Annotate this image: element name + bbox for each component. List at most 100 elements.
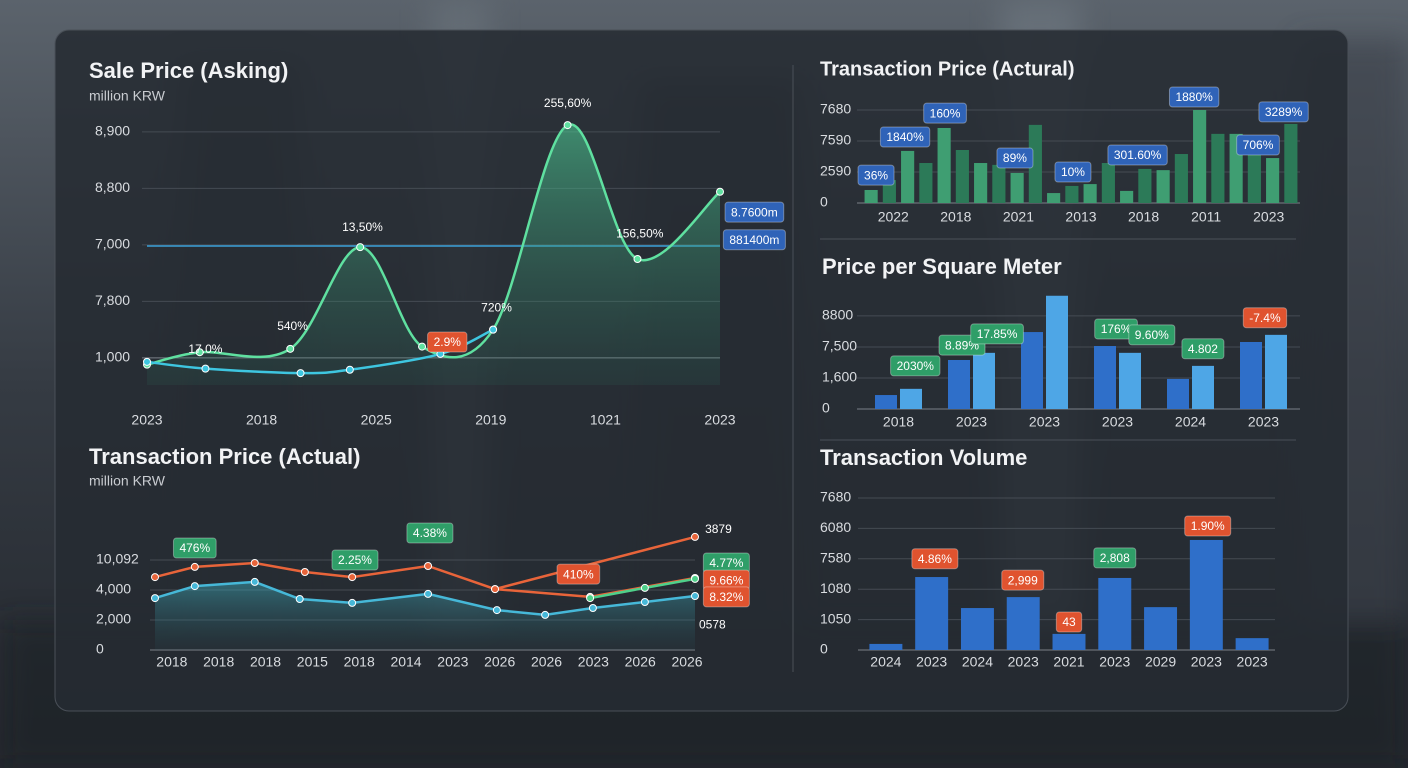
- x-tick-label: 2023: [956, 414, 987, 430]
- data-label: 8.7600m: [731, 205, 778, 219]
- x-tick-label: 2023: [437, 654, 468, 670]
- x-tick-label: 2023: [1008, 654, 1039, 670]
- data-label: 540%: [277, 319, 308, 333]
- chart-title: Price per Square Meter: [822, 254, 1062, 279]
- point: [348, 598, 357, 607]
- x-tick-label: 2023: [131, 412, 162, 428]
- area: [155, 581, 695, 650]
- bar: [1144, 607, 1178, 650]
- x-tick-label: 2018: [344, 654, 375, 670]
- data-label: 4.802: [1188, 342, 1218, 356]
- data-label: 3879: [705, 522, 732, 536]
- badge: [556, 563, 601, 585]
- bar: [1138, 168, 1152, 203]
- x-tick-label: 2024: [1175, 414, 1206, 430]
- x-tick-label: 2024: [962, 654, 993, 670]
- data-label: 720%: [481, 300, 512, 314]
- bar: [1156, 170, 1170, 203]
- y-tick-label: 7590: [820, 132, 851, 148]
- bar: [1284, 123, 1298, 203]
- x-tick-label: 2023: [1099, 654, 1130, 670]
- line: [146, 123, 721, 366]
- data-label: 43: [1062, 615, 1076, 629]
- data-label: 176%: [1101, 322, 1132, 336]
- x-tick-label: 2023: [704, 412, 735, 428]
- bar: [1101, 163, 1115, 203]
- data-label: 8.89%: [945, 338, 979, 352]
- x-tick-label: 2023: [1191, 654, 1222, 670]
- point: [250, 577, 259, 586]
- x-tick-label: 2023: [916, 654, 947, 670]
- badge: [1168, 86, 1220, 108]
- bar: [948, 359, 970, 409]
- point: [286, 344, 295, 353]
- bar: [1235, 638, 1269, 650]
- y-tick-label: 6080: [820, 519, 851, 535]
- point: [691, 574, 699, 583]
- bar: [1265, 334, 1287, 409]
- y-tick-label: 7,000: [95, 236, 130, 252]
- data-label: 9.66%: [709, 573, 743, 587]
- y-tick-label: 1,600: [822, 369, 857, 385]
- data-label: 0578: [699, 617, 726, 631]
- y-tick-label: 4,000: [96, 581, 131, 597]
- bar: [869, 643, 903, 650]
- point: [348, 573, 357, 582]
- bar: [937, 127, 951, 203]
- point: [151, 594, 159, 603]
- point: [295, 595, 304, 603]
- data-label: 301.60%: [1114, 148, 1162, 162]
- bar: [864, 189, 878, 203]
- y-tick-label: 0: [96, 641, 104, 657]
- data-label: 1880%: [1175, 90, 1213, 104]
- point: [195, 348, 204, 357]
- badge: [1107, 144, 1168, 166]
- chart-subtitle: million KRW: [89, 88, 166, 104]
- line: [494, 535, 696, 591]
- badge: [970, 323, 1024, 345]
- area: [147, 124, 720, 385]
- point: [640, 598, 649, 606]
- chart-title: Transaction Price (Actual): [89, 444, 360, 469]
- y-tick-label: 8800: [822, 307, 853, 323]
- badge: [996, 147, 1034, 169]
- data-label: 1.90%: [1191, 519, 1225, 533]
- x-tick-label: 1021: [590, 412, 621, 428]
- bar: [915, 577, 949, 650]
- data-label: 706%: [1243, 138, 1274, 152]
- y-tick-label: 1050: [820, 610, 851, 626]
- bar: [1047, 193, 1061, 203]
- bar: [1193, 110, 1207, 203]
- bar: [1046, 295, 1068, 409]
- chart-title: Transaction Price (Actural): [820, 58, 1075, 80]
- point: [691, 532, 699, 541]
- point: [716, 187, 724, 196]
- badge: [857, 164, 895, 186]
- data-label: 89%: [1003, 151, 1027, 165]
- data-label: 10%: [1061, 165, 1085, 179]
- bar: [1119, 352, 1141, 409]
- x-tick-label: 2023: [1029, 414, 1060, 430]
- x-tick-label: 2024: [870, 654, 901, 670]
- badge: [1181, 338, 1225, 360]
- point: [588, 604, 597, 612]
- x-tick-label: 2029: [1145, 654, 1176, 670]
- x-tick-label: 2022: [878, 209, 909, 225]
- bar: [1240, 341, 1262, 409]
- x-tick-label: 2015: [297, 654, 328, 670]
- bar: [1010, 172, 1024, 203]
- point: [541, 610, 550, 619]
- x-tick-label: 2018: [883, 414, 914, 430]
- bar: [992, 164, 1006, 203]
- data-label: 255,60%: [544, 96, 592, 110]
- data-label: 2,999: [1008, 573, 1038, 587]
- x-tick-label: 2011: [1191, 209, 1221, 225]
- bar: [1189, 539, 1223, 650]
- data-label: 4.38%: [413, 526, 447, 540]
- bar: [955, 149, 969, 203]
- data-label: 156,50%: [616, 226, 664, 240]
- x-tick-label: 2026: [484, 654, 515, 670]
- data-label: 13,50%: [342, 220, 383, 234]
- x-tick-label: 2018: [250, 654, 281, 670]
- data-label: 9.60%: [1135, 328, 1169, 342]
